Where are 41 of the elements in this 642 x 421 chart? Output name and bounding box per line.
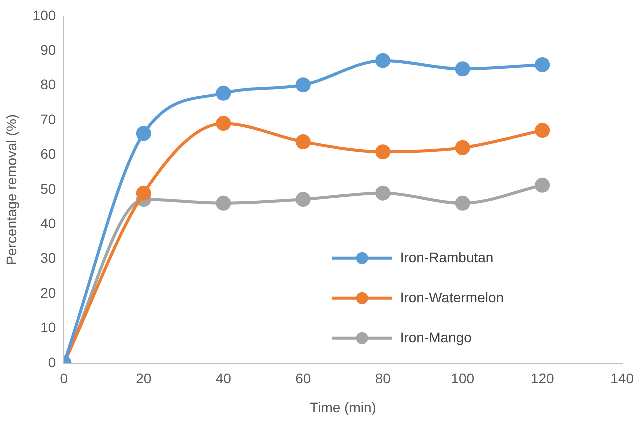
- y-tick-label: 80: [40, 76, 56, 93]
- x-tick-label: 20: [136, 370, 152, 387]
- point: [296, 192, 311, 208]
- y-tick-label: 40: [40, 215, 56, 232]
- point: [535, 123, 550, 138]
- y-tick-label: 50: [40, 180, 56, 197]
- y-tick-label: 30: [40, 250, 56, 266]
- y-tick-label: 70: [40, 111, 56, 128]
- x-tick-label: 80: [375, 370, 392, 387]
- point: [376, 186, 391, 201]
- x-tick-label: 60: [296, 370, 312, 387]
- x-axis-title: Time (min): [310, 399, 376, 416]
- point: [136, 186, 152, 201]
- legend-label: Iron-Watermelon: [400, 289, 504, 306]
- y-tick-label: 90: [40, 42, 56, 58]
- x-tick-label: 40: [216, 370, 232, 387]
- point: [535, 57, 550, 72]
- x-tick-label: 100: [451, 370, 475, 387]
- y-tick-label: 100: [32, 7, 56, 24]
- point: [136, 126, 152, 142]
- point: [376, 53, 391, 68]
- point: [455, 196, 470, 211]
- point: [216, 116, 232, 132]
- point: [455, 140, 470, 156]
- y-tick-label: 20: [40, 284, 56, 301]
- point: [296, 134, 311, 150]
- point: [216, 196, 232, 211]
- y-tick-label: 10: [40, 320, 56, 336]
- point: [296, 78, 311, 93]
- x-tick-label: 120: [530, 370, 554, 387]
- legend-label: Iron-Mango: [400, 329, 472, 346]
- x-tick-label: 0: [60, 370, 68, 387]
- point: [455, 62, 470, 77]
- point: [535, 178, 550, 193]
- x-tick-label: 140: [610, 370, 634, 387]
- y-tick-label: 60: [40, 146, 56, 162]
- point: [376, 144, 391, 160]
- y-tick-label: 0: [48, 354, 56, 370]
- point: [216, 86, 232, 101]
- y-axis-title: Percentage removal (%): [3, 114, 20, 266]
- legend-label: Iron-Rambutan: [400, 249, 494, 266]
